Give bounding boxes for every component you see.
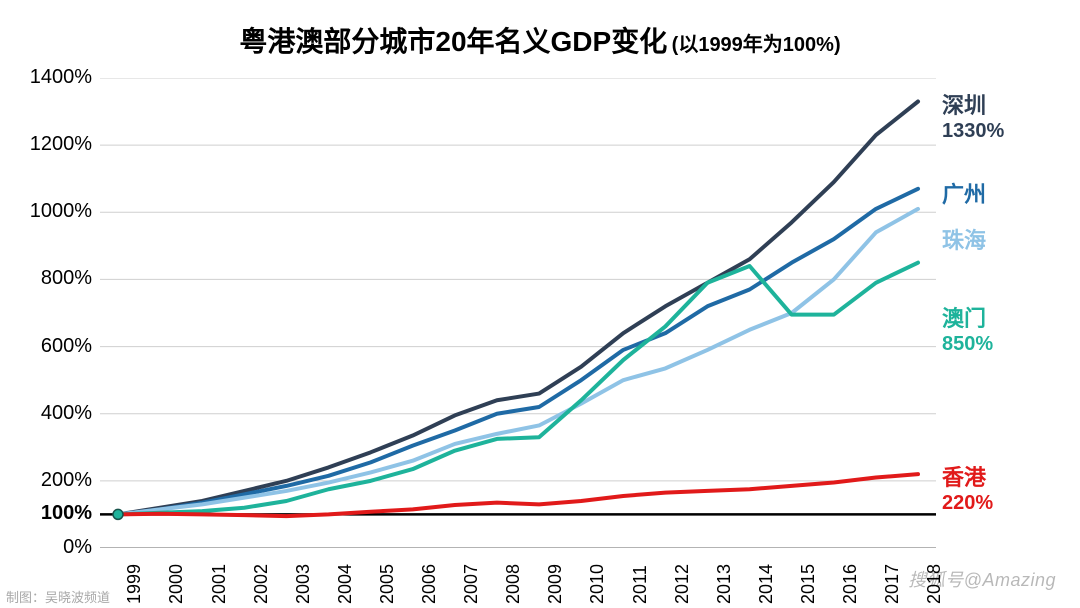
x-tick-label: 1999 [124,564,145,604]
y-tick-label: 1400% [0,66,92,89]
series-end-label-深圳: 深圳 [942,94,986,118]
series-end-label-珠海: 珠海 [942,229,986,253]
start-marker [113,509,123,519]
credit-text: 制图：吴晓波频道 [6,587,110,606]
x-tick-label: 2003 [293,564,314,604]
y-tick-label: 800% [0,267,92,290]
x-tick-label: 2015 [798,564,819,604]
y-tick-label: 1200% [0,133,92,156]
x-tick-label: 2001 [209,564,230,604]
x-tick-label: 2011 [630,565,651,604]
x-tick-label: 2014 [756,564,777,604]
series-end-label-香港: 香港 [942,466,986,490]
series-end-label-澳门: 澳门 [942,307,986,331]
x-tick-label: 2010 [587,564,608,604]
y-tick-label: 0% [0,536,92,559]
y-tick-label: 600% [0,335,92,358]
x-tick-label: 2009 [545,564,566,604]
series-end-label-广州: 广州 [942,183,986,207]
x-tick-label: 2002 [251,564,272,604]
x-tick-label: 2012 [672,564,693,604]
title-sub: (以1999年为100%) [672,34,841,56]
title-main: 粤港澳部分城市20年名义GDP变化 [239,26,667,57]
series-end-value-香港: 220% [942,492,993,514]
y-tick-label: 400% [0,402,92,425]
x-tick-label: 2018 [924,564,945,604]
x-tick-label: 2004 [335,564,356,604]
series-line-广州 [118,189,918,515]
chart-container: 粤港澳部分城市20年名义GDP变化 (以1999年为100%) 制图：吴晓波频道… [0,0,1080,608]
series-end-value-澳门: 850% [942,333,993,355]
y-tick-label-baseline: 100% [0,502,92,525]
y-tick-label: 1000% [0,200,92,223]
plot-svg [100,78,936,548]
series-end-value-深圳: 1330% [942,120,1004,142]
y-tick-label: 200% [0,469,92,492]
x-tick-label: 2005 [377,564,398,604]
series-line-澳门 [118,263,918,515]
x-tick-label: 2008 [503,564,524,604]
x-tick-label: 2000 [166,564,187,604]
x-tick-label: 2007 [461,564,482,604]
series-line-珠海 [118,209,918,515]
x-tick-label: 2006 [419,564,440,604]
chart-title: 粤港澳部分城市20年名义GDP变化 (以1999年为100%) [0,20,1080,60]
x-tick-label: 2016 [840,564,861,604]
x-tick-label: 2013 [714,564,735,604]
plot-area [100,78,936,548]
x-tick-label: 2017 [882,564,903,604]
